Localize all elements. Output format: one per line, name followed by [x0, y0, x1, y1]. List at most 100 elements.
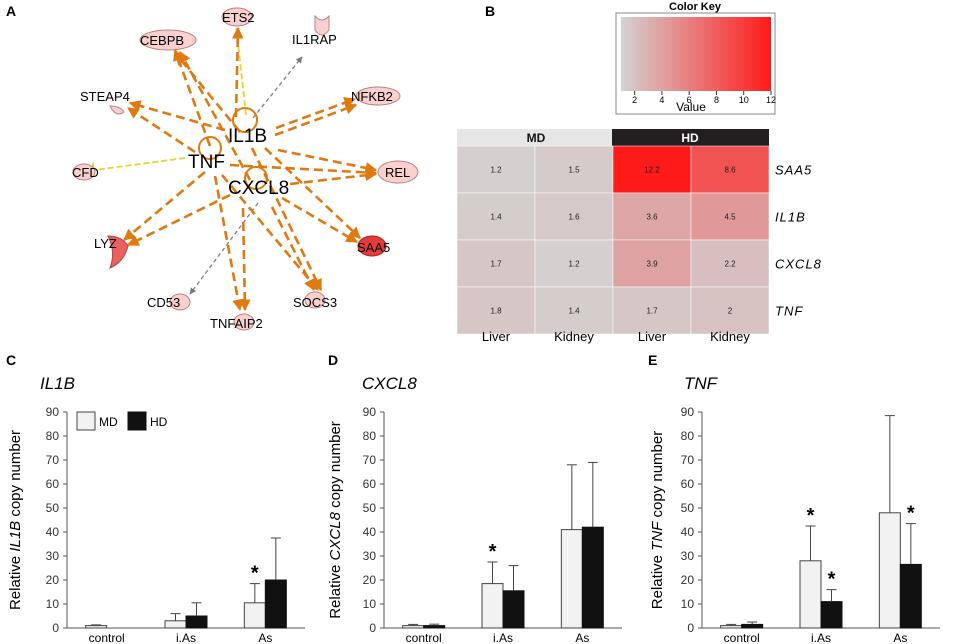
heatmap-cell [612, 145, 692, 194]
x-category-label: As [258, 631, 272, 644]
x-category-label: control [406, 631, 442, 644]
node-steap4-shape [109, 105, 125, 115]
x-category-label: i.As [176, 631, 196, 644]
bar-hd-control [423, 625, 446, 629]
heatmap-column-labels: Liver Kidney Liver Kidney [482, 329, 750, 344]
heatmap-cell-value: 2.2 [724, 260, 736, 269]
node-il1rap: IL1RAP [292, 14, 337, 47]
y-tick-label: 20 [363, 573, 377, 587]
y-tick-label: 90 [363, 405, 377, 419]
y-tick-label: 0 [369, 621, 376, 635]
y-tick-label: 20 [681, 573, 695, 587]
y-tick-label: 10 [46, 597, 60, 611]
edge-tnf-socs3 [221, 174, 319, 291]
edge-il1b-steap4 [128, 100, 226, 132]
node-socs3-shape [304, 291, 326, 309]
self-loop-tnf [198, 136, 222, 160]
bar-hd-iAs [502, 590, 525, 629]
heatmap-cells: 1.2 1.5 12.2 8.6 1.4 1.6 3.6 4.5 1.7 1.2 3.9 2.2 1.8… [456, 145, 770, 335]
y-tick-label: 40 [681, 525, 695, 539]
bar-md-As [243, 602, 266, 629]
panel-label-d: D [328, 352, 338, 368]
node-rel-shape [377, 160, 419, 184]
bar-md-iAs [799, 560, 822, 629]
x-category-label: As [893, 631, 907, 644]
group-label-md: MD [527, 131, 546, 145]
y-tick-label: 60 [681, 477, 695, 491]
node-saa5-label: SAA5 [357, 240, 390, 255]
heatmap-cell [456, 286, 536, 335]
hub-tnf-label: TNF [188, 152, 225, 173]
panel-label-e: E [648, 352, 657, 368]
heatmap-cell-value: 4.5 [724, 213, 736, 222]
heatmap-row-labels: SAA5 IL1B CXCL8 TNF [775, 163, 821, 319]
heatmap-column-label: Liver [482, 329, 511, 344]
heatmap-cell-value: 2 [728, 307, 733, 316]
y-tick-label: 20 [46, 573, 60, 587]
x-category-label: As [575, 631, 589, 644]
bar-md-iAs [164, 620, 187, 629]
y-axis-label: Relative TNF copy number [649, 431, 666, 609]
edge-tnf-lyz [123, 171, 206, 241]
heatmap-cell-value: 1.2 [490, 166, 502, 175]
node-cd53-label: CD53 [147, 295, 180, 310]
node-il1rap-shape [314, 14, 330, 36]
y-axis-label-prefix: Relative [649, 551, 666, 609]
legend-swatch-hd [127, 411, 147, 431]
y-tick-label: 70 [681, 453, 695, 467]
y-tick-label: 50 [363, 501, 377, 515]
significance-marker: * [907, 503, 915, 525]
edge-il1b-rel [277, 148, 378, 174]
y-tick-label: 90 [681, 405, 695, 419]
x-category-label: control [89, 631, 125, 644]
bar-md-control [85, 625, 108, 629]
node-lyz: LYZ [94, 235, 129, 269]
node-steap4: STEAP4 [80, 89, 130, 115]
y-tick-label: 70 [46, 453, 60, 467]
node-cfd: CFD [72, 163, 99, 181]
y-tick-label: 80 [363, 429, 377, 443]
heatmap-cell-value: 1.8 [490, 307, 502, 316]
bar-md-As [878, 512, 901, 629]
heatmap-cell-value: 1.7 [646, 307, 658, 316]
heatmap-cell-value: 3.9 [646, 260, 658, 269]
heatmap-cell [690, 239, 770, 288]
heatmap-row-label: SAA5 [775, 163, 812, 178]
heatmap-cell-value: 12.2 [644, 166, 660, 175]
x-category-label: i.As [811, 631, 831, 644]
y-axis-label: Relative CXCL8 copy number [327, 421, 344, 619]
x-category-label: i.As [493, 631, 513, 644]
y-tick-label: 50 [46, 501, 60, 515]
panel-label-c: C [6, 352, 16, 368]
significance-marker: * [251, 563, 259, 585]
y-axis-label-prefix: Relative [327, 560, 344, 618]
bar-hd-As [264, 579, 287, 629]
y-axis-label: Relative IL1B copy number [7, 430, 24, 610]
self-loop-cxcl8 [244, 166, 268, 190]
y-tick-label: 40 [363, 525, 377, 539]
heatmap-cell [612, 286, 692, 335]
bar-md-iAs [481, 583, 504, 629]
node-tnfaip2-shape [233, 313, 255, 331]
network-edges [92, 24, 378, 312]
y-axis-label-suffix: copy number [649, 431, 666, 522]
heatmap-cell-value: 1.6 [568, 213, 580, 222]
bar-hd-As [899, 563, 922, 629]
y-tick-label: 90 [46, 405, 60, 419]
node-cfd-shape [72, 163, 96, 181]
edge-cxcl8-lyz [126, 193, 231, 247]
color-key-ticks: 2 4 6 8 10 12 [632, 91, 776, 105]
self-loop-il1b [232, 107, 258, 133]
y-axis-label-gene: IL1B [7, 521, 24, 552]
node-socs3-label: SOCS3 [293, 295, 337, 310]
heatmap-cell [690, 286, 770, 335]
significance-marker: * [489, 541, 497, 563]
heatmap-cell [534, 145, 614, 194]
chart-title: IL1B [40, 374, 75, 393]
heatmap-cell [456, 192, 536, 241]
node-cfd-label: CFD [72, 165, 99, 180]
bar-md-control [402, 625, 425, 629]
y-axis-label-gene: TNF [649, 521, 666, 551]
